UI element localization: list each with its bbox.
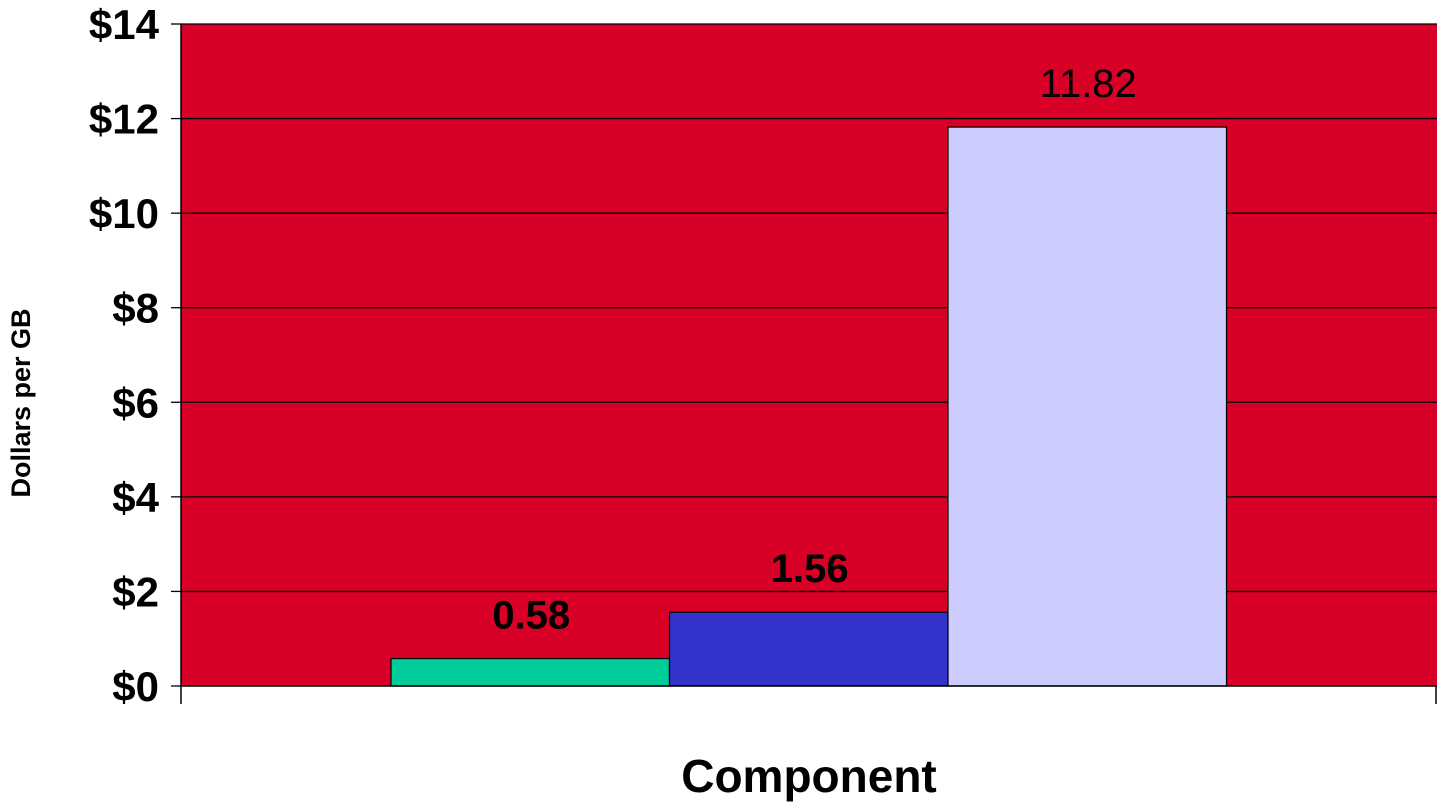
bar bbox=[390, 657, 671, 687]
y-tick-label: $6 bbox=[112, 379, 159, 426]
plot-area bbox=[181, 24, 1437, 686]
y-tick-label: $12 bbox=[89, 96, 159, 143]
bar bbox=[947, 126, 1228, 687]
bar bbox=[668, 611, 949, 687]
y-tick-label: $4 bbox=[112, 474, 159, 521]
axes bbox=[171, 23, 1437, 704]
data-label: 11.82 bbox=[1040, 62, 1137, 106]
y-axis-title: Dollars per GB bbox=[6, 308, 36, 497]
y-tick-label: $8 bbox=[112, 285, 159, 332]
y-tick-labels: $0 $2 $4 $6 $8 $10 $12 $14 bbox=[89, 1, 160, 710]
y-tick-label: $2 bbox=[112, 568, 159, 615]
data-labels: 0.58 1.56 11.82 bbox=[492, 62, 1137, 637]
x-axis-title: Component bbox=[681, 750, 937, 802]
data-label: 1.56 bbox=[771, 547, 849, 591]
y-tick-label: $0 bbox=[112, 663, 159, 710]
y-tick-label: $14 bbox=[89, 1, 160, 48]
data-label: 0.58 bbox=[492, 594, 570, 638]
y-tick-label: $10 bbox=[89, 190, 159, 237]
gridlines bbox=[181, 23, 1437, 593]
